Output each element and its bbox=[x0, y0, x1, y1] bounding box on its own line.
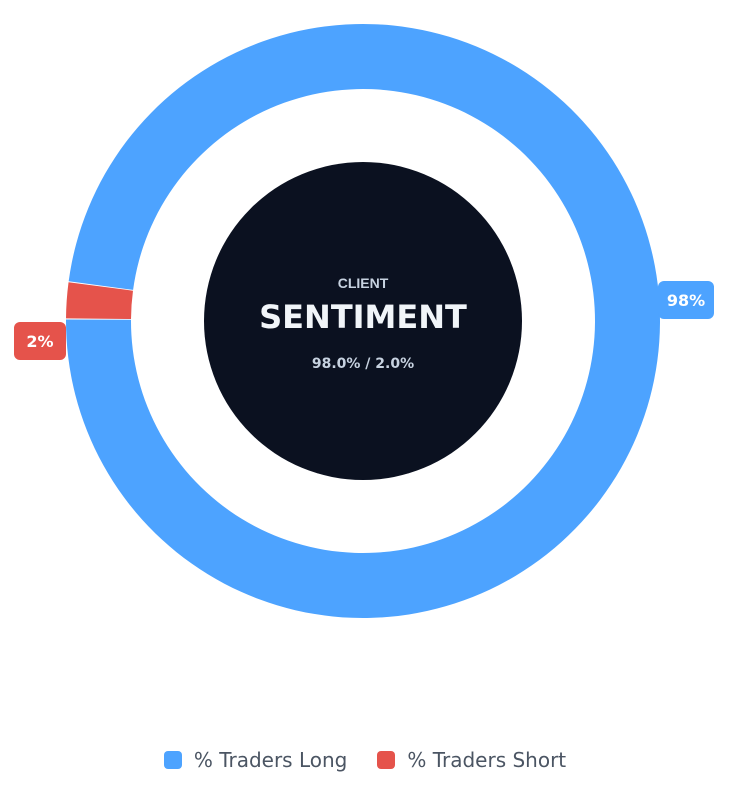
legend-swatch-short bbox=[377, 751, 396, 769]
data-label-long-text: 98% bbox=[667, 291, 705, 310]
legend: % Traders Long % Traders Short bbox=[0, 748, 730, 772]
slice-traders-short[interactable] bbox=[66, 282, 133, 319]
center-title: SENTIMENT bbox=[259, 298, 467, 336]
data-label-long-box bbox=[658, 281, 714, 319]
data-label-short-box bbox=[14, 322, 66, 360]
center-subtitle: 98.0% / 2.0% bbox=[312, 356, 414, 372]
data-label-short: 2% bbox=[14, 322, 66, 360]
legend-swatch-long bbox=[163, 751, 182, 769]
legend-item-long[interactable]: % Traders Long bbox=[163, 748, 348, 772]
ring-layer bbox=[66, 24, 661, 618]
legend-label-short: % Traders Short bbox=[407, 748, 567, 772]
center-disc bbox=[204, 162, 522, 480]
data-label-long: 98% bbox=[658, 281, 714, 319]
label-layer: 98% 2% bbox=[14, 281, 714, 360]
center-eyebrow: CLIENT bbox=[338, 275, 389, 291]
data-label-short-text: 2% bbox=[26, 332, 53, 351]
legend-label-long: % Traders Long bbox=[193, 748, 348, 772]
legend-item-short[interactable]: % Traders Short bbox=[377, 748, 566, 772]
